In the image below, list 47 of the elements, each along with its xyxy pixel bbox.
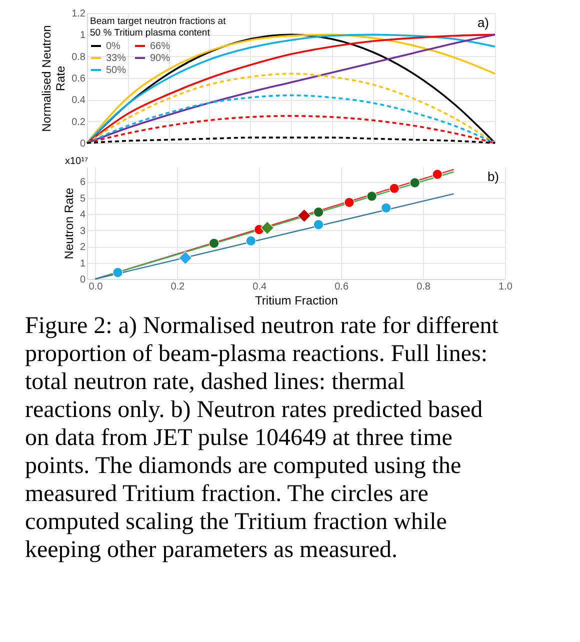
y-tick-label: 0.8 xyxy=(72,52,86,63)
y-tick-label: 2 xyxy=(80,242,86,254)
annotation: b) xyxy=(487,169,499,184)
point xyxy=(112,267,123,278)
point xyxy=(313,219,324,230)
point xyxy=(344,197,354,208)
x-tick-label: 0.8 xyxy=(416,282,431,292)
y-tick-label: 0 xyxy=(80,274,86,286)
point xyxy=(380,202,392,214)
x-tick-label: 0.0 xyxy=(88,282,104,292)
text: x10¹⁷ xyxy=(65,156,88,167)
point xyxy=(389,183,400,194)
point xyxy=(297,208,312,223)
x-axis-title: Tritium Fraction xyxy=(255,294,338,308)
annotation: a) xyxy=(477,15,489,30)
y-axis-title: Normalised Neutron Rate xyxy=(40,25,68,132)
legend-label: 0% xyxy=(106,41,121,52)
y-tick-label: 1.2 xyxy=(72,8,86,20)
legend-label: 50% xyxy=(106,65,126,76)
y-tick-label: 4 xyxy=(80,210,86,221)
y-tick-label: 5 xyxy=(80,193,86,204)
text: Figure 2: a) Normalised neutron rate for different proportion of beam-plasma reactions. Full lines: total neutron rate, dashed lines: thermal reactions only. b) Neutron rates predicted based on data from JET pulse 104649 at three time points. The diamonds are computed using the measured Tritium fraction. The circles are computed scaling the Tritium fraction while keeping other parameters as measured. xyxy=(25,313,498,563)
point xyxy=(246,236,256,246)
y-tick-label: 1 xyxy=(80,30,86,42)
y-tick-label: 0.4 xyxy=(72,95,86,106)
point xyxy=(208,238,220,248)
y-tick-label: 0.2 xyxy=(72,116,86,128)
legend-label: 33% xyxy=(106,53,126,64)
x-tick-label: 0.6 xyxy=(334,282,349,292)
legend-label: 66% xyxy=(150,41,170,52)
point xyxy=(410,178,420,188)
legend-label: 90% xyxy=(150,53,170,64)
x-tick-label: 1.0 xyxy=(498,282,513,292)
y-tick-label: 0 xyxy=(80,138,86,150)
point xyxy=(432,169,443,180)
y-tick-label: 3 xyxy=(80,226,86,237)
y-tick-label: 6 xyxy=(80,177,86,188)
y-tick-label: 0.6 xyxy=(72,74,86,84)
point xyxy=(366,191,377,202)
y-tick-label: 1 xyxy=(80,258,86,270)
point xyxy=(178,251,192,265)
point xyxy=(260,221,274,235)
point xyxy=(313,206,324,218)
legend-title: Beam target neutron fractions at 50 % Tritium plasma content xyxy=(90,16,226,38)
x-tick-label: 0.4 xyxy=(252,282,268,292)
x-tick-label: 0.2 xyxy=(170,282,186,292)
y-axis-title: Neutron Rate xyxy=(62,187,76,260)
